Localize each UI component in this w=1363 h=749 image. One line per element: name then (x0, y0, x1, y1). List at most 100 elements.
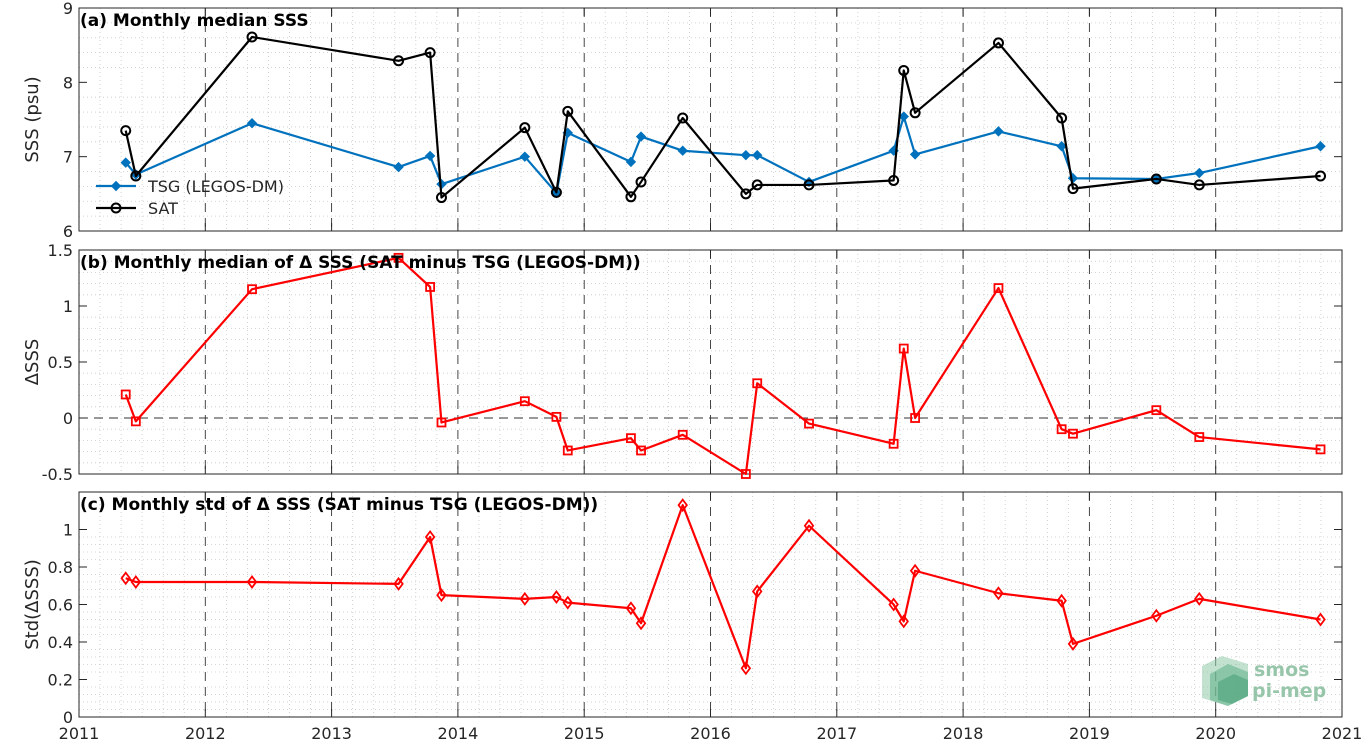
data-point (751, 584, 763, 599)
data-point (1067, 183, 1079, 195)
data-point (246, 575, 258, 589)
data-point (1315, 444, 1326, 455)
data-point (1194, 432, 1205, 442)
data-point (740, 149, 752, 161)
y-tick-label: 9 (63, 0, 73, 18)
data-point (909, 107, 921, 119)
data-point (1194, 167, 1205, 179)
data-point (551, 411, 562, 422)
data-point (1315, 141, 1326, 152)
data-point (752, 149, 763, 161)
y-tick-label: 8 (63, 73, 73, 92)
data-point (898, 614, 909, 629)
panel-title: (c) Monthly std of Δ SSS (SAT minus TSG … (80, 495, 598, 515)
data-point (888, 438, 899, 449)
data-point (993, 586, 1004, 601)
x-tick-label: 2020 (1195, 724, 1236, 743)
data-point (677, 498, 688, 513)
series-line (124, 256, 1321, 476)
data-point (752, 378, 763, 389)
x-tick-label: 2014 (438, 724, 479, 743)
data-point (562, 445, 573, 456)
data-point (1315, 170, 1327, 182)
data-point (804, 418, 814, 429)
data-point (888, 174, 900, 186)
data-point (120, 389, 131, 400)
y-axis-label: ΔSSS (22, 339, 43, 386)
logo-text-smos: smos (1254, 659, 1309, 681)
y-tick-label: 0.8 (48, 558, 73, 577)
y-tick-label: 0 (63, 409, 73, 428)
series-line (124, 35, 1321, 199)
y-tick-label: 0.6 (48, 596, 73, 615)
data-point (1056, 112, 1068, 124)
y-tick-label: 1 (63, 521, 73, 540)
data-point (909, 563, 921, 578)
data-point (1315, 612, 1326, 627)
data-point (550, 186, 562, 198)
minor-grid (79, 492, 1342, 717)
minor-grid (79, 250, 1342, 474)
legend-marker (110, 180, 122, 192)
y-tick-label: 0.5 (48, 353, 73, 372)
y-tick-label: 7 (63, 148, 73, 167)
data-point (130, 416, 141, 427)
data-point (626, 433, 636, 444)
data-point (635, 176, 647, 188)
x-tick-label: 2016 (690, 724, 731, 743)
x-tick-label: 2012 (185, 724, 226, 743)
data-point (393, 576, 404, 591)
panel-title: (a) Monthly median SSS (80, 11, 309, 31)
series-delta (120, 498, 1326, 676)
data-point (551, 590, 562, 604)
logo-mark-icon (1202, 656, 1248, 706)
legend-label: TSG (LEGOS-DM) (147, 177, 284, 196)
data-point (424, 47, 436, 59)
data-point (1056, 141, 1067, 152)
data-point (1194, 591, 1205, 606)
x-tick-label: 2013 (311, 724, 352, 743)
data-point (562, 105, 574, 117)
data-point (1150, 173, 1162, 185)
data-point (635, 616, 647, 631)
data-point (993, 283, 1004, 293)
data-point (436, 588, 447, 603)
data-point (562, 595, 574, 610)
data-point (393, 55, 405, 67)
data-point (1151, 405, 1162, 416)
data-point (519, 591, 531, 606)
data-point (424, 530, 436, 544)
data-point (519, 396, 530, 407)
data-point (519, 122, 531, 134)
data-point (803, 179, 815, 191)
y-tick-label: 0 (63, 708, 73, 727)
y-tick-label: 0.2 (48, 671, 73, 690)
minor-grid (79, 8, 1342, 231)
data-point (1193, 179, 1205, 191)
x-tick-label: 2021 (1322, 724, 1363, 743)
data-point (1068, 428, 1078, 439)
y-axis-label: Std(ΔSSS) (22, 559, 43, 650)
data-point (1056, 593, 1067, 608)
y-tick-label: 1 (63, 297, 73, 316)
data-point (677, 145, 688, 156)
smos-pimep-logo: smos pi-mep (1202, 656, 1326, 706)
x-tick-label: 2019 (1069, 724, 1110, 743)
y-tick-label: 6 (63, 222, 73, 241)
data-point (677, 429, 688, 440)
data-point (898, 343, 909, 354)
panel-title: (b) Monthly median of Δ SSS (SAT minus T… (80, 253, 641, 273)
y-tick-label: -0.5 (42, 465, 73, 484)
data-point (425, 282, 436, 292)
legend-label: SAT (148, 199, 178, 218)
data-point (888, 597, 899, 612)
data-point (246, 118, 258, 129)
data-point (435, 192, 447, 204)
series-line (124, 115, 1321, 195)
data-point (740, 188, 752, 200)
y-axis-label: SSS (psu) (22, 76, 43, 162)
data-point (424, 150, 436, 162)
data-point (803, 518, 815, 533)
data-point (625, 601, 637, 616)
